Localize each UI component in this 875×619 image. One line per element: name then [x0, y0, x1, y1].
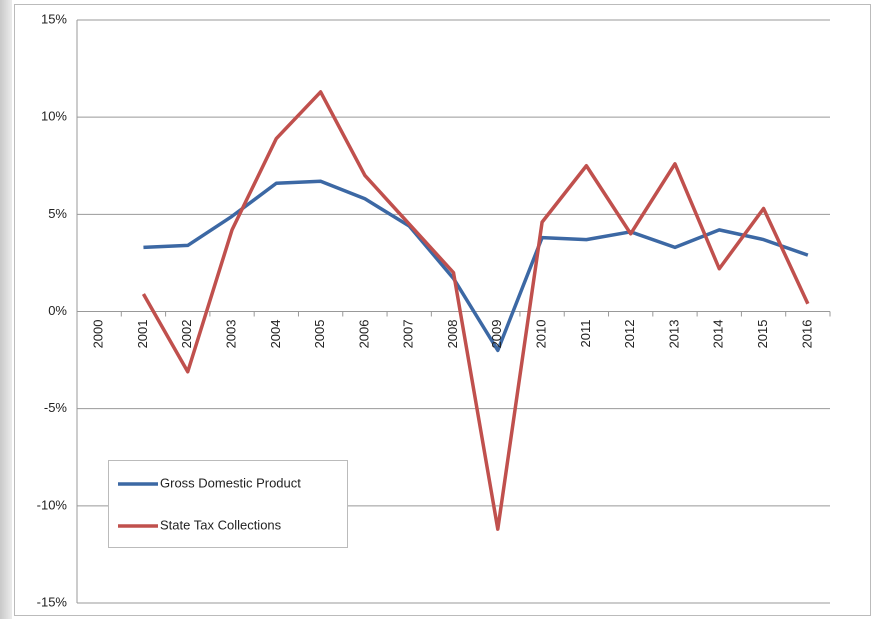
- y-tick-label: 0%: [48, 303, 67, 318]
- window-edge: [0, 0, 12, 619]
- x-tick-label: 2010: [534, 320, 549, 349]
- y-tick-label: -15%: [37, 594, 68, 609]
- x-tick-label: 2011: [578, 320, 593, 348]
- y-tick-label: -5%: [44, 400, 68, 415]
- x-tick-label: 2002: [179, 320, 194, 349]
- x-tick-label: 2007: [401, 320, 416, 349]
- x-tick-label: 2012: [622, 320, 637, 349]
- series-line: [141, 90, 810, 531]
- x-tick-label: 2015: [755, 320, 770, 349]
- series-line: [143, 179, 809, 353]
- plot: [141, 90, 810, 531]
- x-tick-label: 2000: [91, 320, 106, 349]
- y-tick-label: 5%: [48, 206, 67, 221]
- x-tick-label: 2014: [711, 320, 726, 349]
- x-tick-label: 2006: [356, 320, 371, 349]
- x-tick-label: 2009: [489, 320, 504, 349]
- x-tick-label: 2008: [445, 320, 460, 349]
- x-tick-label: 2005: [312, 320, 327, 349]
- y-tick-label: 15%: [41, 11, 67, 26]
- x-tick-label: 2013: [666, 320, 681, 349]
- x-tick-label: 2003: [223, 320, 238, 349]
- legend-box: [108, 460, 348, 548]
- x-tick-label: 2016: [799, 320, 814, 349]
- y-tick-label: 10%: [41, 109, 67, 124]
- legend-label: Gross Domestic Product: [160, 475, 301, 490]
- x-tick-label: 2001: [135, 320, 150, 349]
- legend-label: State Tax Collections: [160, 517, 282, 532]
- y-tick-label: -10%: [37, 497, 68, 512]
- x-tick-label: 2004: [268, 320, 283, 349]
